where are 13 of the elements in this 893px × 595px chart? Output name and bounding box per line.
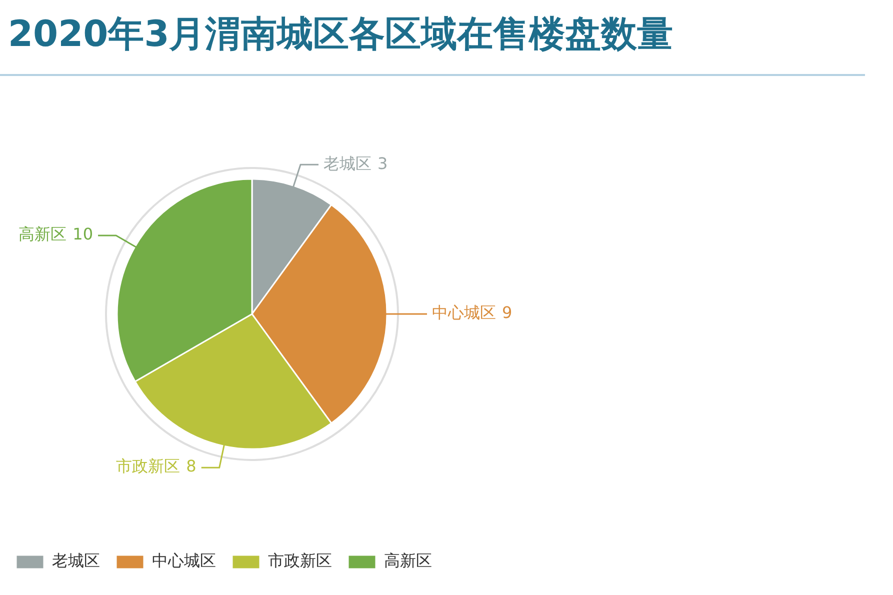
slice-label: 市政新区	[116, 456, 180, 476]
data-label: 9	[502, 303, 512, 322]
slice-label: 高新区	[18, 224, 67, 244]
data-label: 3	[378, 154, 388, 173]
data-label: 10	[72, 224, 94, 244]
legend-label: 中心城区	[152, 551, 216, 570]
chart-title: 2020年3月渭南城区各区域在售楼盘数量	[8, 13, 674, 57]
data-label: 8	[186, 456, 196, 476]
legend-label: 高新区	[384, 551, 432, 570]
slice-label: 老城区	[324, 154, 372, 173]
legend-label: 市政新区	[268, 551, 332, 570]
slice-label: 中心城区	[432, 303, 496, 322]
legend-label: 老城区	[52, 551, 100, 570]
